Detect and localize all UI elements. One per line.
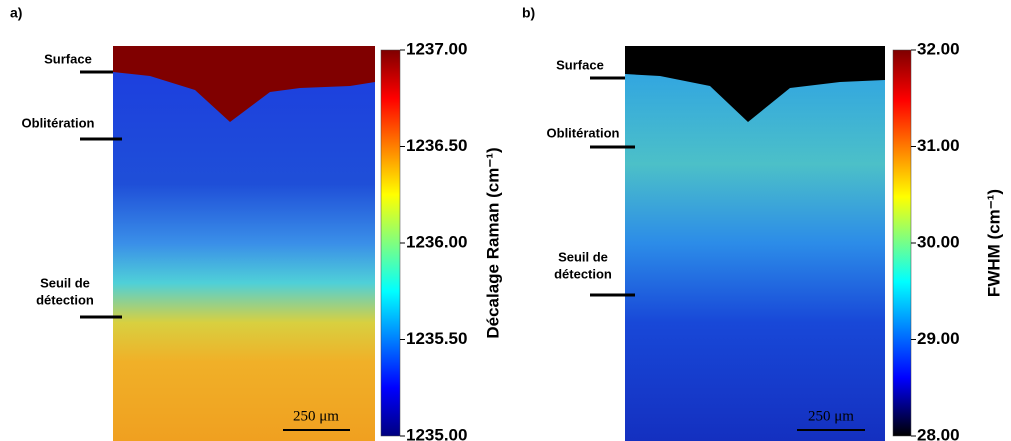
colorbar-tick-label: 1236.00 (406, 232, 467, 251)
panel-label: a) (10, 5, 22, 21)
colorbar-label: FWHM (cm⁻¹) (984, 189, 1003, 297)
colorbar-tick-label: 31.00 (917, 136, 960, 155)
annotation: Seuil de (40, 275, 90, 290)
heatmap-image (113, 46, 375, 441)
colorbar-tick-label: 1237.00 (406, 39, 467, 58)
colorbar-label: Décalage Raman (cm⁻¹) (483, 147, 502, 338)
annotation: Surface (44, 51, 92, 66)
colorbar-tick-label: 30.00 (917, 232, 960, 251)
colorbar-tick-label: 1235.50 (406, 329, 467, 348)
colorbar-tick-label: 29.00 (917, 329, 960, 348)
colorbar-tick-label: 1235.00 (406, 425, 467, 441)
annotation-lines (80, 70, 635, 319)
colorbar-tick-label: 1236.50 (406, 136, 467, 155)
colorbar-tick-label: 28.00 (917, 425, 960, 441)
colorbar-tick-label: 32.00 (917, 39, 960, 58)
panel-label: b) (522, 5, 535, 21)
colorbar (892, 49, 912, 437)
annotation: détection (36, 292, 94, 307)
surface-region (625, 46, 885, 122)
colorbar (380, 49, 401, 437)
surface-region (113, 46, 375, 122)
scale-bar-label: 250 μm (808, 408, 854, 424)
annotation: Surface (556, 57, 604, 72)
annotation: Oblitération (22, 115, 95, 130)
annotation: détection (554, 266, 612, 281)
scale-bar-label: 250 μm (293, 408, 339, 424)
annotation: Seuil de (558, 249, 608, 264)
annotation: Oblitération (547, 125, 620, 140)
